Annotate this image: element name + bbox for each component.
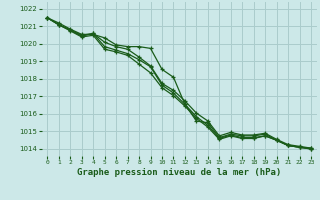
X-axis label: Graphe pression niveau de la mer (hPa): Graphe pression niveau de la mer (hPa) <box>77 168 281 177</box>
